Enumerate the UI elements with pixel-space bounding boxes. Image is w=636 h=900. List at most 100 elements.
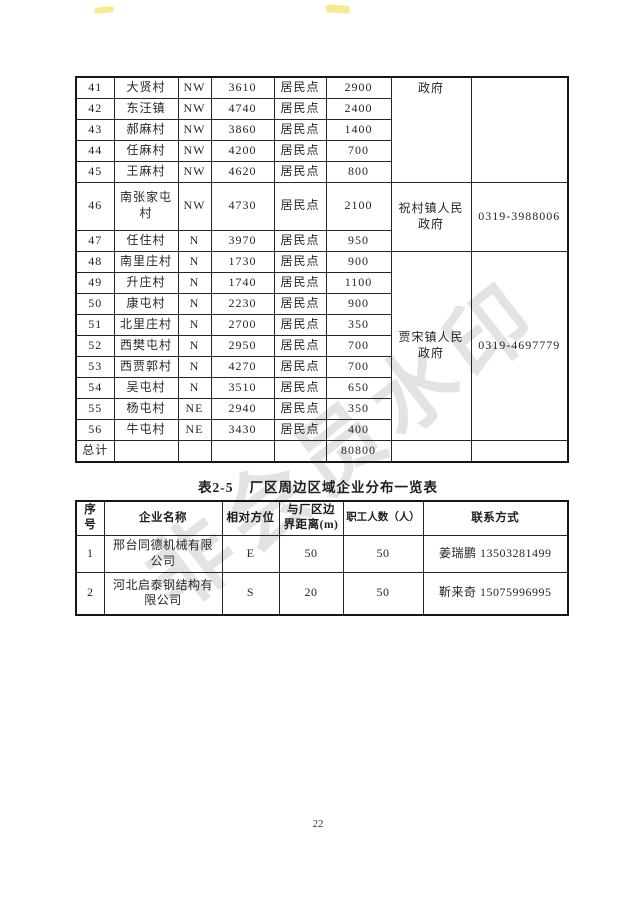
table-cell: 54: [75, 376, 115, 399]
table-row: 47 任住村 N 3970 居民点 950: [75, 229, 568, 252]
table-cell: 350: [325, 313, 392, 336]
table-cell: 职工人数（人）: [342, 500, 424, 536]
table-row: 45 王麻村 NW 4620 居民点 800: [75, 160, 568, 183]
table-cell: 4620: [210, 160, 275, 183]
table-row: 41 大贤村 NW 3610 居民点 2900 政府: [75, 76, 569, 183]
table-cell: [177, 439, 212, 463]
table-cell: 与厂区边界距离(m): [278, 500, 344, 536]
table-cell: 3860: [210, 118, 275, 141]
table-row: 52 西樊屯村 N 2950 居民点 700: [75, 334, 568, 357]
table-cell: 1730: [210, 250, 275, 273]
village-table-body: 41 大贤村 NW 3610 居民点 2900 政府 42 东汪镇 NW 4740 居民点 2400 43…: [75, 76, 569, 463]
highlight-mark: [325, 4, 351, 14]
table-cell: 800: [325, 160, 392, 183]
table-cell: S: [221, 571, 280, 616]
table-cell: 总计: [75, 439, 115, 463]
table-cell: 1740: [210, 271, 275, 294]
table-cell: 居民点: [273, 397, 327, 420]
table-cell: 居民点: [273, 229, 327, 252]
table-cell: 2100: [325, 181, 392, 231]
table-row: 2 河北启泰钢结构有限公司 S 20 50 靳来奇 15075996995: [75, 571, 569, 616]
table-cell: 4270: [210, 355, 275, 378]
table-caption: 表2-5 厂区周边区域企业分布一览表: [0, 476, 636, 496]
table-cell: 居民点: [273, 355, 327, 378]
table-cell: 居民点: [273, 118, 327, 141]
table-cell: 邢台同德机械有限公司: [103, 534, 223, 573]
table-cell: 2940: [210, 397, 275, 420]
table-cell: 650: [325, 376, 392, 399]
table-cell: 郝麻村: [113, 118, 179, 141]
table-cell: N: [177, 229, 212, 252]
enterprise-table: 序号 企业名称 相对方位 与厂区边界距离(m) 职工人数（人） 联系方式 1 邢台同德机械有…: [75, 500, 569, 616]
table-cell: 南张家屯村: [113, 181, 179, 231]
table-cell: N: [177, 313, 212, 336]
table-cell: 48: [75, 250, 115, 273]
table-cell: 42: [75, 97, 115, 120]
table-cell: 贾宋镇人民政府: [390, 250, 472, 441]
table-cell: 2230: [210, 292, 275, 315]
table-cell: E: [221, 534, 280, 573]
table-cell: 55: [75, 397, 115, 420]
table-cell: 西樊屯村: [113, 334, 179, 357]
table-cell: 400: [325, 418, 392, 441]
table-cell: 2700: [210, 313, 275, 336]
table-cell: N: [177, 250, 212, 273]
table-cell: 政府: [390, 76, 472, 183]
table-cell: 49: [75, 271, 115, 294]
table-cell: 王麻村: [113, 160, 179, 183]
table-cell: 任麻村: [113, 139, 179, 162]
table-cell: 任住村: [113, 229, 179, 252]
table-cell: NW: [177, 139, 212, 162]
village-table: 41 大贤村 NW 3610 居民点 2900 政府 42 东汪镇 NW 4740 居民点 2400 43…: [75, 76, 569, 463]
table-cell: 3610: [210, 76, 275, 99]
table-row: 43 郝麻村 NW 3860 居民点 1400: [75, 118, 568, 141]
table-cell: N: [177, 271, 212, 294]
table-cell: 西贾郭村: [113, 355, 179, 378]
table-cell: 50: [75, 292, 115, 315]
table-cell: 0319-3988006: [470, 181, 569, 252]
table-cell: 900: [325, 292, 392, 315]
table-cell: 44: [75, 139, 115, 162]
table-cell: 2400: [325, 97, 392, 120]
table-cell: [273, 439, 327, 463]
table-cell: 杨屯村: [113, 397, 179, 420]
table-cell: 居民点: [273, 76, 327, 99]
table-cell: 居民点: [273, 139, 327, 162]
table-cell: 43: [75, 118, 115, 141]
table-cell: NE: [177, 397, 212, 420]
table-cell: 46: [75, 181, 115, 231]
table-cell: 企业名称: [103, 500, 223, 536]
table-row: 42 东汪镇 NW 4740 居民点 2400: [75, 97, 568, 120]
table-cell: 北里庄村: [113, 313, 179, 336]
table-cell: 居民点: [273, 181, 327, 231]
table-cell: N: [177, 355, 212, 378]
table-cell: 居民点: [273, 271, 327, 294]
table-cell: 700: [325, 355, 392, 378]
table-cell: 靳来奇 15075996995: [422, 571, 569, 616]
table-cell: 53: [75, 355, 115, 378]
table-cell: NW: [177, 76, 212, 99]
table-cell: 3430: [210, 418, 275, 441]
highlight-mark: [93, 5, 115, 15]
table-cell: 4740: [210, 97, 275, 120]
table-caption-title: 厂区周边区域企业分布一览表: [249, 480, 438, 495]
enterprise-table-body: 1 邢台同德机械有限公司 E 50 50 姜瑞鹏 13503281499 2 河北启泰钢结构有…: [75, 534, 569, 616]
table-cell: 升庄村: [113, 271, 179, 294]
table-cell: 0319-4697779: [470, 250, 569, 441]
table-cell: 祝村镇人民政府: [390, 181, 472, 252]
table-row: 44 任麻村 NW 4200 居民点 700: [75, 139, 568, 162]
table-cell: 3970: [210, 229, 275, 252]
table-cell: 居民点: [273, 376, 327, 399]
table-cell: 50: [342, 571, 424, 616]
table-cell: [470, 439, 569, 463]
table-cell: 东汪镇: [113, 97, 179, 120]
table-cell: 2: [75, 571, 105, 616]
table-cell: 3510: [210, 376, 275, 399]
table-cell: 吴屯村: [113, 376, 179, 399]
table-cell: 居民点: [273, 292, 327, 315]
table-cell: 45: [75, 160, 115, 183]
table-cell: 居民点: [273, 250, 327, 273]
table-cell: 51: [75, 313, 115, 336]
table-cell: 56: [75, 418, 115, 441]
